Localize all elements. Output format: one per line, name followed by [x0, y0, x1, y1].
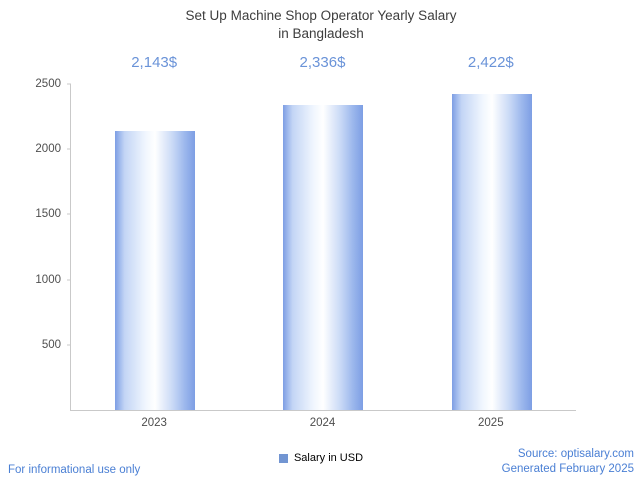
y-axis-label: 500 — [41, 338, 61, 351]
x-axis-label: 2025 — [478, 417, 504, 429]
source-block: Source: optisalary.com Generated Februar… — [502, 447, 634, 478]
y-axis-label: 1000 — [35, 273, 61, 286]
bar-column — [408, 84, 576, 410]
value-labels: 2,143$ 2,336$ 2,422$ — [70, 54, 575, 71]
legend-marker-icon — [278, 453, 288, 463]
bar-column — [239, 84, 407, 410]
bar-value-label: 2,336$ — [299, 54, 346, 71]
x-axis-label: 2023 — [141, 417, 167, 429]
chart-title-line1: Set Up Machine Shop Operator Yearly Sala… — [185, 8, 457, 23]
bar-column — [71, 84, 239, 410]
y-axis-label: 2500 — [35, 78, 61, 90]
bar-value-label: 2,422$ — [467, 54, 514, 71]
source-text: Source: optisalary.com — [517, 447, 634, 460]
legend: Salary in USD — [0, 452, 642, 464]
bar-2025 — [451, 94, 532, 410]
chart-title: Set Up Machine Shop Operator Yearly Sala… — [0, 7, 642, 43]
y-axis-label: 2000 — [35, 143, 61, 156]
bar-value-label: 2,143$ — [131, 54, 178, 71]
bars — [71, 84, 576, 410]
y-axis-label: 1500 — [35, 208, 61, 221]
generated-text: Generated February 2025 — [501, 463, 634, 476]
x-labels: 2023 2024 2025 — [70, 417, 575, 429]
bar-2023 — [115, 130, 196, 410]
plot-area: 500 1000 1500 2000 2500 — [35, 78, 576, 411]
chart-title-line2: in Bangladesh — [278, 26, 364, 42]
bar-2024 — [283, 105, 364, 410]
disclaimer-text: For informational use only — [8, 464, 141, 476]
x-axis-label: 2024 — [309, 417, 336, 429]
legend-label: Salary in USD — [293, 452, 364, 464]
